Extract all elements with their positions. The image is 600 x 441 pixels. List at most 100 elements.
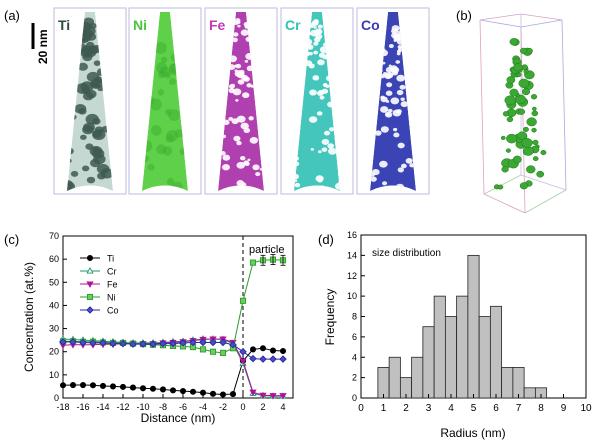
x-tick-label-c: -10	[136, 402, 149, 412]
histogram-bar	[422, 326, 435, 399]
x-tick-label-d: 9	[561, 403, 567, 414]
point-co	[249, 354, 257, 363]
point-ti	[79, 381, 87, 389]
point-ti	[229, 391, 237, 398]
legend-marker-ti	[86, 254, 94, 262]
point-co	[99, 339, 107, 347]
point-ti	[269, 347, 277, 354]
legend-item-fe: Fe	[80, 280, 118, 290]
histogram-bar	[433, 295, 446, 399]
x-tick-label-c: -8	[159, 402, 167, 412]
x-tick-label-c: -18	[56, 402, 69, 412]
y-tick-label-d: 12	[347, 271, 357, 281]
panel-a-label: (a)	[4, 8, 20, 23]
point-ti	[189, 388, 197, 395]
point-fe	[249, 389, 257, 397]
x-tick-label-c: 4	[280, 402, 285, 412]
series-co	[59, 338, 287, 363]
y-tick-label-d: 10	[347, 291, 357, 301]
histogram-bar	[489, 305, 503, 399]
panel-c-label: (c)	[4, 232, 19, 247]
histogram-bar	[388, 356, 401, 399]
map-label-ni: Ni	[133, 17, 147, 33]
y-tick-label-c: 30	[49, 324, 59, 334]
point-co	[59, 338, 67, 346]
legend-marker-fe	[86, 281, 94, 288]
x-tick-label-c: 0	[240, 402, 245, 412]
point-ni	[219, 349, 227, 356]
legend-label-ti: Ti	[107, 254, 114, 264]
point-ti	[159, 386, 167, 393]
point-ni	[239, 297, 247, 304]
plot-frame-c	[62, 235, 294, 399]
point-ni	[199, 346, 207, 353]
x-tick-label-d: 6	[493, 403, 499, 414]
legend-label-cr: Cr	[107, 267, 117, 277]
y-axis-title-c: Concentration (at.%)	[22, 262, 36, 372]
x-axis-title-c: Distance (nm)	[141, 411, 216, 425]
x-tick-label-c: -4	[199, 402, 207, 412]
point-ti	[129, 384, 137, 391]
point-fe	[269, 393, 277, 400]
point-ti	[209, 390, 217, 397]
y-tick-label-d: 16	[347, 230, 357, 240]
y-tick-label-c: 50	[49, 277, 59, 287]
point-ti	[169, 387, 177, 394]
point-co	[199, 338, 207, 347]
point-ti	[219, 391, 227, 398]
y-tick-label-c: 10	[49, 370, 59, 380]
histogram-bar	[523, 387, 536, 399]
point-co	[269, 355, 277, 363]
map-label-ti: Ti	[58, 17, 70, 33]
x-axis-title-d: Radius (nm)	[440, 426, 505, 440]
x-tick-label-c: -14	[96, 402, 109, 412]
histogram-bar	[512, 367, 525, 399]
x-tick-label-c: 2	[260, 402, 265, 412]
map-cr: Cr	[280, 7, 354, 195]
size-distribution-annotation: size distribution	[372, 248, 441, 259]
histogram-bar	[377, 367, 390, 399]
histogram-bars	[377, 254, 548, 399]
legend-marker-cr	[86, 267, 94, 274]
y-tick-label-d: 4	[352, 352, 357, 362]
x-tick-label-d: 4	[448, 403, 454, 414]
point-ti	[259, 345, 267, 352]
point-ti	[179, 388, 187, 395]
y-tick-label-c: 70	[49, 231, 59, 241]
point-ti	[69, 381, 77, 389]
panel-d-label: (d)	[318, 232, 334, 247]
legend-c: Ti Cr Fe Ni Co	[80, 254, 119, 316]
panel-c: (c) -18 -16 -14 -12 -10 -8 -6 -4 -2 0 2 40102030405…	[4, 231, 294, 425]
point-co	[149, 340, 157, 348]
y-axis-title-d: Frequency	[323, 289, 337, 346]
particle-annotation: particle	[249, 244, 284, 256]
particles-3d	[493, 38, 547, 190]
point-ti	[139, 385, 147, 392]
point-co	[159, 339, 167, 348]
legend-label-ni: Ni	[107, 293, 116, 303]
legend-label-co: Co	[107, 306, 119, 316]
x-tick-label-c: -2	[219, 402, 227, 412]
map-co: Co	[356, 7, 430, 195]
point-ti	[99, 382, 107, 390]
point-ti	[279, 347, 287, 355]
point-co	[259, 355, 267, 363]
point-co	[229, 341, 237, 349]
scale-bar-label: 20 nm	[36, 29, 50, 64]
y-tick-label-d: 8	[352, 312, 357, 322]
reconstruction-box	[479, 13, 567, 214]
legend-label-fe: Fe	[107, 280, 118, 290]
point-fe	[239, 358, 247, 365]
panel-b: (b)	[456, 8, 567, 214]
x-tick-label-c: -16	[76, 402, 89, 412]
x-tick-label-d: 8	[538, 403, 544, 414]
point-ti	[149, 385, 157, 392]
point-ti	[109, 383, 117, 390]
y-tick-label-c: 40	[49, 300, 59, 310]
series-ti	[59, 345, 287, 398]
point-co	[179, 339, 187, 347]
histogram-bar	[444, 316, 458, 399]
x-tick-label-d: 10	[580, 403, 592, 414]
